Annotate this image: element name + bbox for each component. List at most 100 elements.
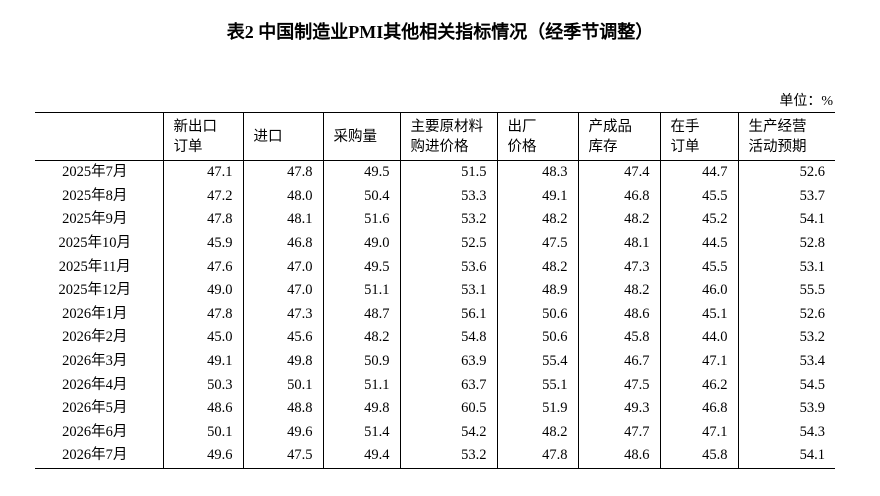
- cell: 49.5: [322, 160, 400, 185]
- data-row: 2026年2月 45.0 45.6 48.2 54.8 50.6 45.8 44.0 53.2: [35, 326, 835, 350]
- cell: 53.3: [399, 184, 497, 209]
- cell: 55.5: [737, 278, 835, 303]
- row-label: 2026年3月: [62, 353, 128, 370]
- cell: 55.1: [496, 373, 578, 397]
- cell: 51.9: [496, 396, 578, 421]
- cell: 56.1: [399, 302, 497, 327]
- cell: 49.1: [496, 184, 578, 209]
- table-body: 2025年7月 47.1 47.8 49.5 51.5 48.3 47.4 44.7 52.6 2…: [35, 160, 835, 469]
- cell: 63.9: [399, 349, 497, 374]
- data-row: 2026年1月 47.8 47.3 48.7 56.1 50.6 48.6 45.1 52.6: [35, 302, 835, 327]
- cell: 47.6: [162, 255, 243, 279]
- header-line: 采购量: [333, 128, 378, 145]
- cell: 45.6: [242, 326, 323, 350]
- cell: 47.8: [496, 444, 578, 469]
- cell: 54.8: [399, 326, 497, 350]
- cell: 44.5: [659, 231, 738, 256]
- cell: 53.6: [399, 255, 497, 279]
- cell: 47.8: [242, 160, 323, 185]
- cell: 44.7: [659, 160, 738, 185]
- corner-cell: [35, 112, 163, 161]
- cell: 45.5: [659, 184, 738, 209]
- cell: 47.2: [162, 184, 243, 209]
- header-line: 在手: [670, 118, 700, 135]
- cell: 47.1: [659, 349, 738, 374]
- cell: 48.2: [577, 278, 660, 303]
- cell: 49.1: [162, 349, 243, 374]
- header-line: 购进价格: [410, 138, 469, 155]
- header-line: 产成品: [588, 118, 633, 135]
- cell: 54.1: [737, 208, 835, 232]
- cell: 48.2: [496, 255, 578, 279]
- header-line: 出厂: [507, 118, 537, 135]
- data-row: 2026年6月 50.1 49.6 51.4 54.2 48.2 47.7 47.1 54.3: [35, 420, 835, 445]
- cell: 54.1: [737, 444, 835, 469]
- cell: 46.0: [659, 278, 738, 303]
- cell: 48.2: [496, 208, 578, 232]
- row-label: 2025年12月: [58, 282, 132, 299]
- cell: 53.4: [737, 349, 835, 374]
- header-line: 价格: [507, 138, 537, 155]
- column-header: 主要原材料 购进价格: [399, 112, 497, 161]
- cell: 50.4: [322, 184, 400, 209]
- data-row: 2025年8月 47.2 48.0 50.4 53.3 49.1 46.8 45.5 53.7: [35, 184, 835, 209]
- cell: 46.2: [659, 373, 738, 397]
- header-line: 生产经营: [748, 118, 807, 135]
- column-header: 产成品 库存: [577, 112, 660, 161]
- row-label: 2026年5月: [62, 400, 128, 417]
- cell: 47.0: [242, 278, 323, 303]
- cell: 53.2: [399, 444, 497, 469]
- cell: 49.6: [242, 420, 323, 445]
- row-label: 2025年10月: [58, 235, 132, 252]
- cell: 49.8: [242, 349, 323, 374]
- data-row: 2025年7月 47.1 47.8 49.5 51.5 48.3 47.4 44.7 52.6: [35, 160, 835, 185]
- column-header: 生产经营 活动预期: [737, 112, 835, 161]
- header-line: 活动预期: [748, 138, 807, 155]
- cell: 47.3: [577, 255, 660, 279]
- cell: 51.4: [322, 420, 400, 445]
- cell: 60.5: [399, 396, 497, 421]
- column-header: 出厂 价格: [496, 112, 578, 161]
- cell: 52.6: [737, 302, 835, 327]
- data-row: 2026年7月 49.6 47.5 49.4 53.2 47.8 48.6 45.8 54.1: [35, 444, 835, 469]
- cell: 52.6: [737, 160, 835, 185]
- row-label: 2025年8月: [62, 187, 128, 204]
- cell: 48.9: [496, 278, 578, 303]
- cell: 49.6: [162, 444, 243, 469]
- cell: 48.1: [577, 231, 660, 256]
- row-label: 2026年4月: [62, 376, 128, 393]
- row-label: 2026年7月: [62, 447, 128, 464]
- cell: 47.1: [162, 160, 243, 185]
- data-row: 2025年11月 47.6 47.0 49.5 53.6 48.2 47.3 45.5 53.1: [35, 255, 835, 279]
- cell: 46.8: [659, 396, 738, 421]
- header-line: 订单: [670, 138, 700, 155]
- cell: 48.6: [577, 302, 660, 327]
- cell: 45.1: [659, 302, 738, 327]
- cell: 48.2: [577, 208, 660, 232]
- row-label: 2026年2月: [62, 329, 128, 346]
- cell: 47.8: [162, 208, 243, 232]
- cell: 49.5: [322, 255, 400, 279]
- cell: 50.9: [322, 349, 400, 374]
- cell: 53.2: [737, 326, 835, 350]
- pmi-table: 新出口 订单 进口 采购量 主要原材料 购进价格 出厂 价格 产成品 库存 在手 订单 生产经营 活动预期…: [35, 112, 835, 469]
- row-label: 2026年1月: [62, 305, 128, 322]
- cell: 48.7: [322, 302, 400, 327]
- cell: 48.6: [162, 396, 243, 421]
- cell: 48.2: [496, 420, 578, 445]
- cell: 51.1: [322, 373, 400, 397]
- cell: 48.3: [496, 160, 578, 185]
- row-label: 2025年11月: [58, 258, 131, 275]
- cell: 51.5: [399, 160, 497, 185]
- cell: 46.7: [577, 349, 660, 374]
- cell: 47.5: [496, 231, 578, 256]
- cell: 48.0: [242, 184, 323, 209]
- cell: 53.7: [737, 184, 835, 209]
- cell: 48.2: [322, 326, 400, 350]
- cell: 47.4: [577, 160, 660, 185]
- cell: 52.5: [399, 231, 497, 256]
- cell: 45.8: [659, 444, 738, 469]
- data-row: 2025年9月 47.8 48.1 51.6 53.2 48.2 48.2 45.2 54.1: [35, 208, 835, 232]
- cell: 46.8: [577, 184, 660, 209]
